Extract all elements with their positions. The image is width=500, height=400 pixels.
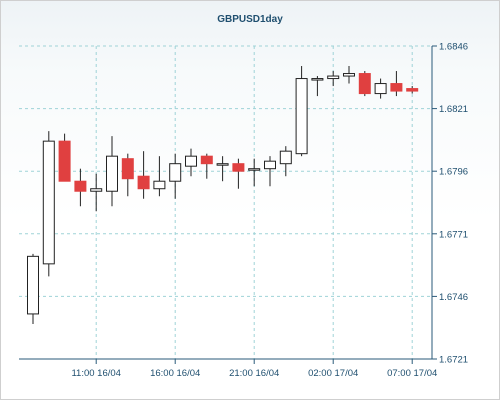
candle-body-up (248, 168, 261, 171)
candle (390, 71, 403, 97)
candle (153, 156, 166, 197)
candle (406, 86, 419, 94)
candle-body-up (153, 180, 166, 190)
candle (137, 151, 150, 199)
candles (27, 66, 419, 324)
candle (106, 136, 118, 207)
y-tick-label: 1.6821 (439, 104, 468, 115)
candle (327, 71, 340, 87)
y-tick-label: 1.6746 (439, 292, 468, 303)
candle-body-down (137, 175, 150, 190)
candle-body-down (406, 88, 419, 92)
x-tick-label: 07:00 17/04 (387, 368, 437, 379)
candle-body-up (185, 155, 197, 167)
candle (121, 153, 134, 197)
candle-body-up (90, 188, 103, 192)
y-tick-label: 1.6771 (439, 229, 468, 240)
candle-body-down (390, 83, 403, 92)
candle (248, 158, 261, 187)
candle-body-down (232, 163, 245, 172)
candle (42, 131, 55, 277)
candle-body-up (169, 163, 182, 182)
candle-body-up (106, 155, 118, 192)
y-tick-label: 1.6721 (439, 355, 468, 366)
candle-body-up (216, 163, 229, 166)
candle-body-up (374, 83, 387, 95)
candle (264, 156, 276, 187)
candle (374, 78, 387, 99)
y-tick-label: 1.6846 (439, 42, 468, 53)
candle (185, 148, 197, 177)
candle-body-down (358, 73, 371, 95)
candle-body-up (295, 78, 308, 155)
candle (311, 76, 324, 97)
candle-body-down (58, 140, 71, 182)
y-tick-label: 1.6796 (439, 167, 468, 178)
candle (74, 168, 87, 207)
candle-body-up (279, 150, 292, 165)
candle-body-down (200, 155, 213, 165)
candle (90, 173, 103, 212)
candle-body-up (42, 140, 55, 265)
candle (343, 66, 355, 84)
x-tick-label: 11:00 16/04 (71, 368, 120, 379)
candle (295, 66, 308, 157)
candle-body-down (74, 180, 87, 192)
x-tick-label: 21:00 16/04 (229, 368, 279, 379)
candle (279, 146, 292, 177)
candle (169, 153, 182, 199)
candle (200, 153, 213, 179)
candle-body-up (327, 75, 340, 80)
x-tick-label: 02:00 17/04 (308, 368, 358, 379)
candle (216, 156, 229, 182)
candle-body-up (311, 78, 324, 81)
candle (58, 133, 71, 182)
x-tick-label: 16:00 16/04 (150, 368, 200, 379)
candle-body-up (264, 160, 276, 170)
candle-body-down (121, 158, 134, 180)
axes: 1.6846 1.6821 1.6796 1.6771 1.6746 1.6721 11:0… (19, 42, 468, 379)
chart-title: GBPUSD1day (217, 14, 283, 25)
candle (27, 253, 39, 324)
candle-body-up (343, 73, 355, 77)
candle (232, 158, 245, 189)
candle-body-up (27, 255, 39, 315)
candle (358, 71, 371, 97)
